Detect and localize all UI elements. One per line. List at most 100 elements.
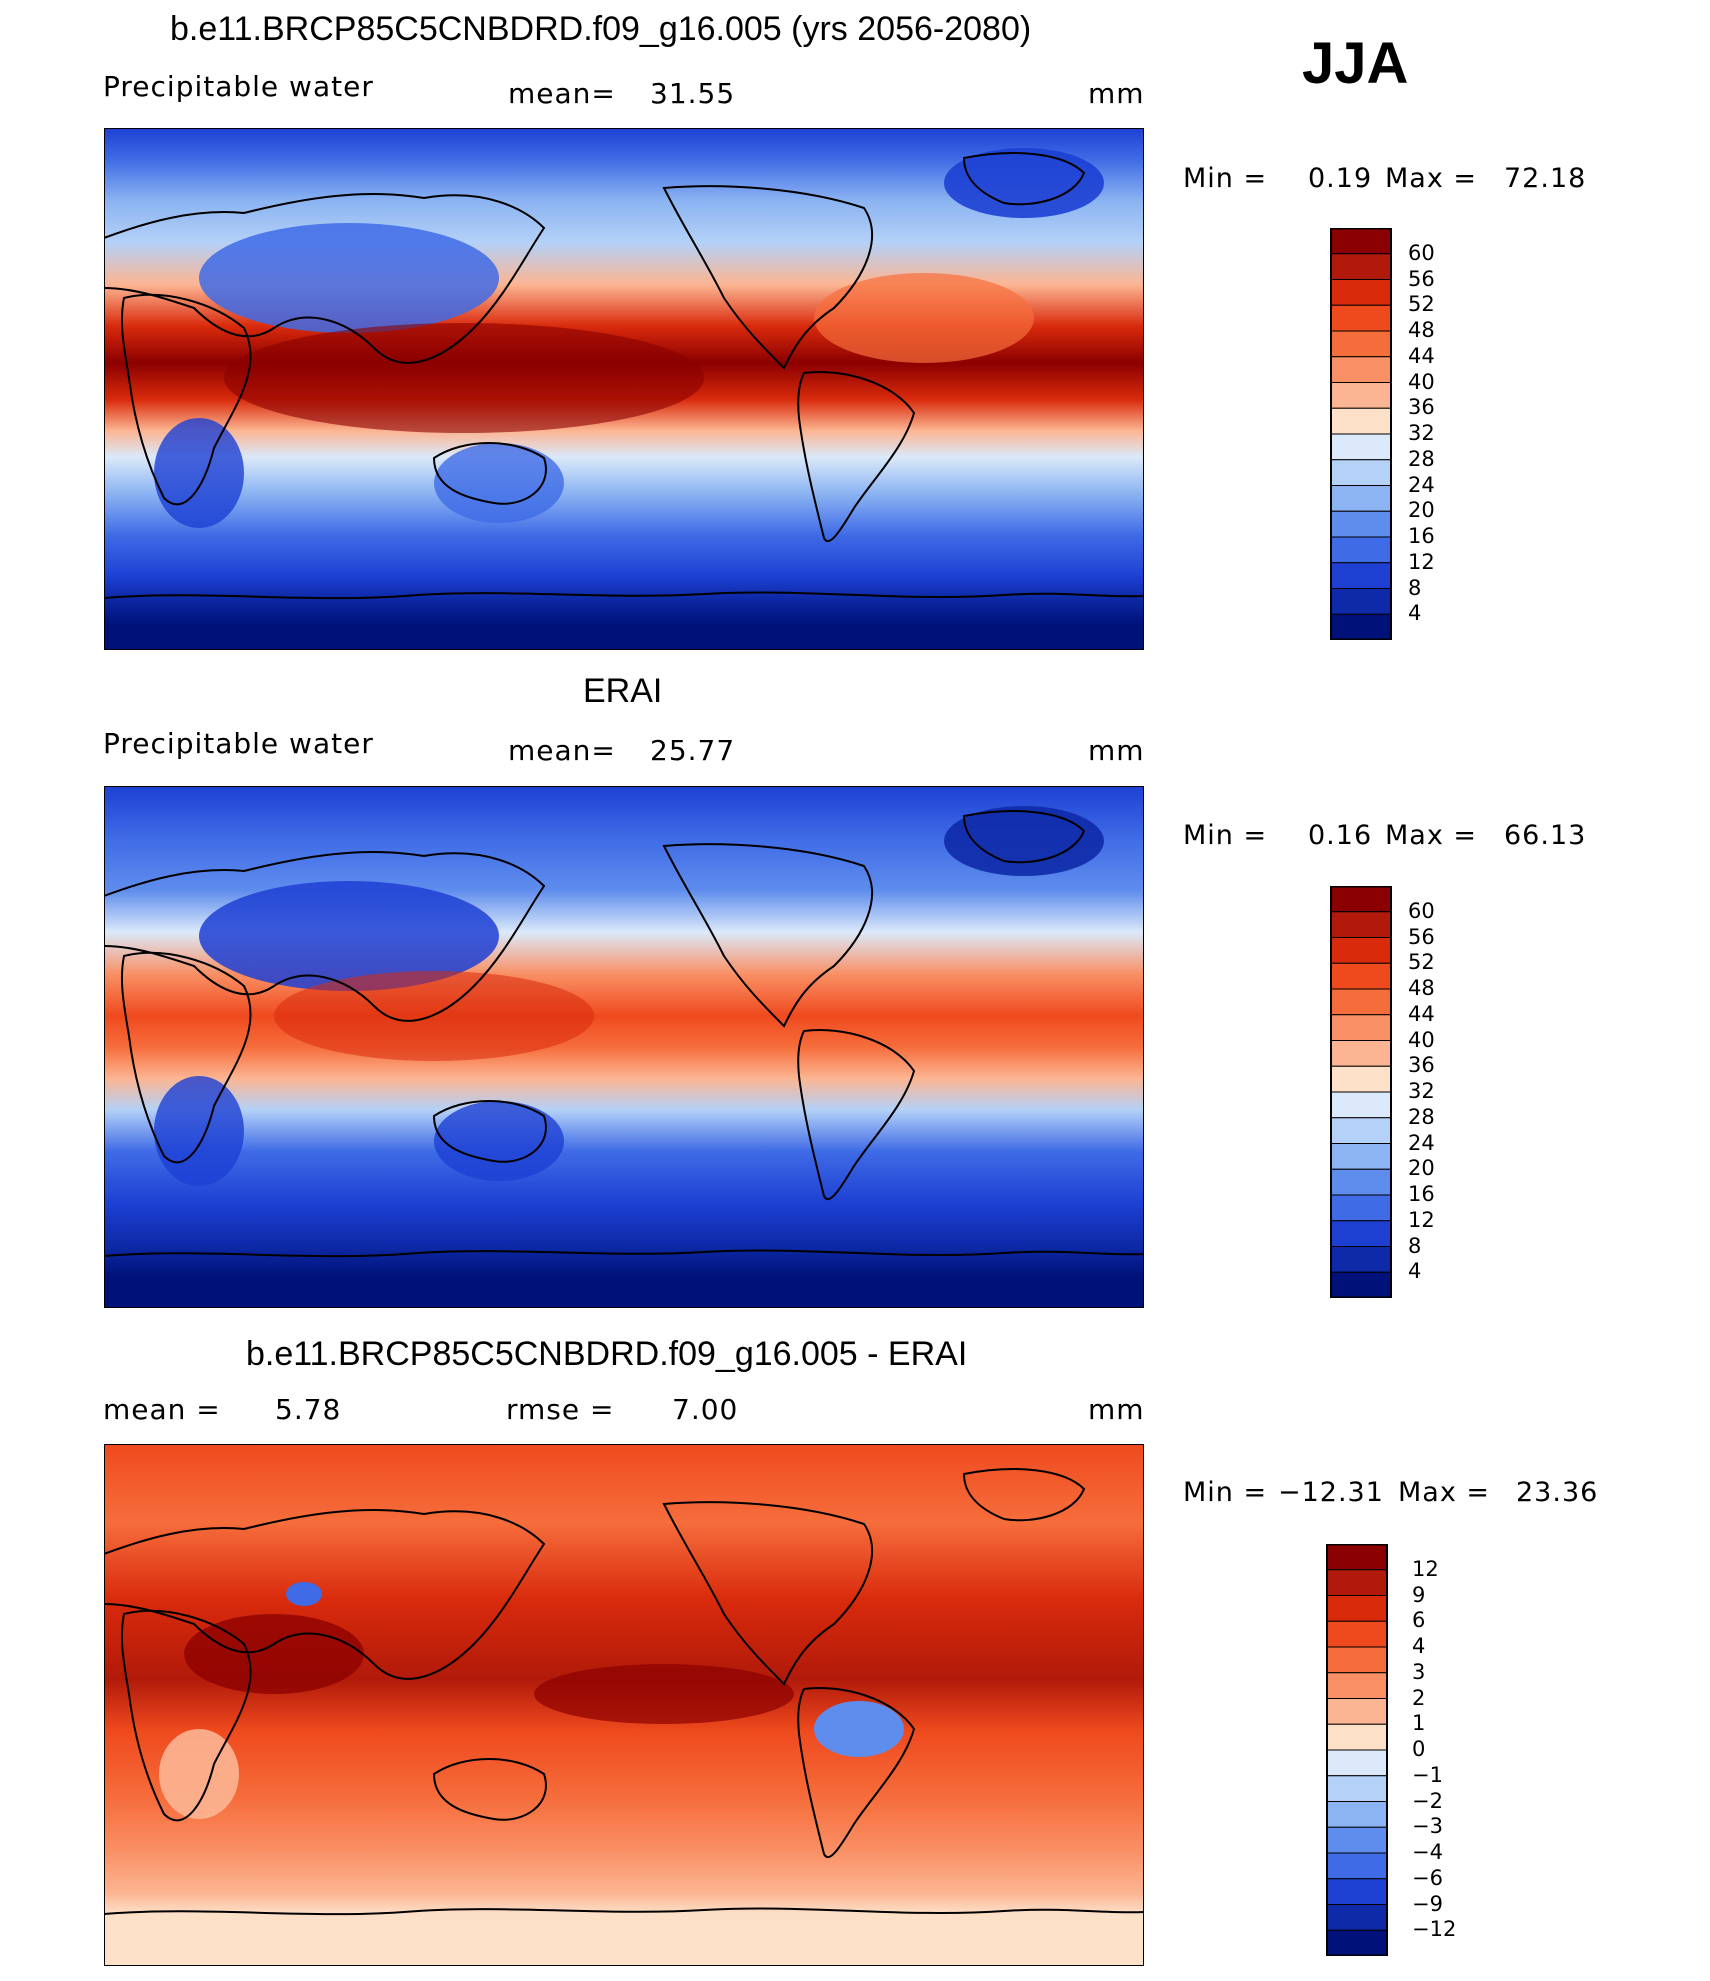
- panel-3-title: b.e11.BRCP85C5CNBDRD.f09_g16.005 - ERAI: [246, 1335, 968, 1373]
- panel-2-max-label: Max =: [1385, 820, 1478, 851]
- colorbar-swatch: [1326, 1620, 1388, 1648]
- colorbar-tick-label: 60: [1408, 898, 1435, 923]
- panel-2-units: mm: [1088, 734, 1145, 767]
- colorbar-swatch: [1330, 937, 1392, 964]
- colorbar-tick-label: 56: [1408, 266, 1435, 291]
- colorbar-swatch: [1330, 536, 1392, 564]
- colorbar-tick-label: 16: [1408, 524, 1435, 548]
- colorbar-tick-label: 12: [1408, 1207, 1435, 1232]
- panel-1-min-label: Min =: [1183, 163, 1268, 194]
- colorbar-swatch: [1330, 1194, 1392, 1222]
- colorbar-tick-label: 36: [1408, 395, 1435, 420]
- panel-1-max-value: 72.18: [1504, 163, 1587, 194]
- panel-2-asia-dry: [199, 881, 499, 991]
- panel-1-colorbar: [1330, 228, 1392, 640]
- colorbar-swatch: [1330, 988, 1392, 1016]
- colorbar-tick-label: 0: [1412, 1737, 1426, 1761]
- colorbar-swatch: [1330, 613, 1392, 640]
- colorbar-tick-label: 8: [1408, 575, 1422, 600]
- colorbar-swatch: [1330, 407, 1392, 435]
- colorbar-tick-label: 20: [1408, 498, 1435, 523]
- panel-3-mean-label: mean =: [103, 1393, 221, 1426]
- panel-3-arabia-max: [184, 1614, 364, 1694]
- colorbar-tick-label: 16: [1408, 1182, 1435, 1206]
- colorbar-tick-label: 8: [1408, 1233, 1422, 1258]
- panel-1-mean-label: mean=: [508, 77, 616, 110]
- colorbar-tick-label: 3: [1412, 1659, 1426, 1684]
- panel-2-southern-africa: [154, 1076, 244, 1186]
- panel-3-min-value: −12.31: [1278, 1477, 1384, 1508]
- colorbar-tick-label: 36: [1408, 1053, 1435, 1078]
- colorbar-tick-label: 40: [1408, 369, 1435, 394]
- panel-3-max-value: 23.36: [1516, 1477, 1599, 1508]
- colorbar-swatch: [1326, 1646, 1388, 1674]
- panel-3-coast-eurasia: [104, 1508, 546, 1680]
- colorbar-swatch: [1330, 1168, 1392, 1196]
- panel-1-units: mm: [1088, 77, 1145, 110]
- colorbar-tick-label: 4: [1412, 1634, 1426, 1658]
- panel-3-rmse-value: 7.00: [672, 1393, 739, 1426]
- colorbar-swatch: [1330, 356, 1392, 383]
- panel-2-coast-africa: [120, 951, 252, 1164]
- colorbar-swatch: [1326, 1929, 1388, 1956]
- panel-1-coast-greenland: [962, 152, 1086, 206]
- colorbar-tick-label: 52: [1408, 950, 1435, 975]
- colorbar-swatch: [1330, 330, 1392, 358]
- panel-2-coast-australia: [432, 1100, 547, 1163]
- colorbar-tick-label: 24: [1408, 1130, 1435, 1155]
- colorbar-tick-label: 24: [1408, 472, 1435, 497]
- colorbar-tick-label: 44: [1408, 1001, 1435, 1026]
- colorbar-swatch: [1330, 562, 1392, 589]
- panel-1-greenland: [944, 148, 1104, 218]
- colorbar-tick-label: −6: [1412, 1865, 1443, 1890]
- colorbar-tick-label: 28: [1408, 1104, 1435, 1129]
- panel-3-units: mm: [1088, 1393, 1145, 1426]
- colorbar-swatch: [1330, 304, 1392, 332]
- colorbar-tick-label: 1: [1412, 1711, 1426, 1736]
- colorbar-swatch: [1326, 1569, 1388, 1596]
- colorbar-tick-label: −3: [1412, 1814, 1443, 1839]
- panel-2-colorbar: [1330, 886, 1392, 1298]
- panel-1-asia-dry: [199, 223, 499, 333]
- colorbar-tick-label: 32: [1408, 421, 1435, 445]
- colorbar-swatch: [1330, 485, 1392, 512]
- colorbar-swatch: [1330, 228, 1392, 255]
- panel-2-coast-samerica: [797, 1029, 916, 1201]
- colorbar-tick-label: −4: [1412, 1840, 1443, 1864]
- panel-3-rmse-label: rmse =: [506, 1393, 615, 1426]
- colorbar-tick-label: −9: [1412, 1891, 1443, 1916]
- panel-3-map: [104, 1444, 1144, 1966]
- colorbar-swatch: [1330, 1014, 1392, 1041]
- colorbar-swatch: [1326, 1698, 1388, 1725]
- panel-1-coast-samerica: [797, 371, 916, 543]
- colorbar-tick-label: 44: [1408, 343, 1435, 368]
- panel-2-australia: [434, 1101, 564, 1181]
- panel-2-mean-value: 25.77: [650, 734, 736, 767]
- colorbar-tick-label: 4: [1408, 1259, 1422, 1284]
- colorbar-swatch: [1330, 1246, 1392, 1273]
- panel-2-coast-namerica: [662, 843, 873, 1028]
- colorbar-swatch: [1330, 279, 1392, 306]
- panel-3-amazon-neg: [814, 1701, 904, 1757]
- colorbar-swatch: [1330, 1117, 1392, 1144]
- panel-2-map: [104, 786, 1144, 1308]
- panel-2-field: [104, 786, 1144, 1308]
- panel-3-coast-antarctica: [104, 1907, 1144, 1916]
- colorbar-swatch: [1326, 1801, 1388, 1828]
- panel-2-min-value: 0.16: [1308, 820, 1373, 851]
- panel-1-title: b.e11.BRCP85C5CNBDRD.f09_g16.005 (yrs 20…: [170, 10, 1032, 48]
- panel-2-coast-greenland: [962, 810, 1086, 864]
- colorbar-swatch: [1330, 1065, 1392, 1093]
- panel-3-coast-greenland: [962, 1468, 1086, 1522]
- colorbar-tick-label: 28: [1408, 446, 1435, 471]
- colorbar-swatch: [1326, 1544, 1388, 1571]
- colorbar-swatch: [1330, 433, 1392, 461]
- panel-1-map: [104, 128, 1144, 650]
- colorbar-swatch: [1330, 1143, 1392, 1170]
- panel-1-atlantic-warm: [814, 273, 1034, 363]
- panel-3-southern-africa: [159, 1729, 239, 1819]
- colorbar-tick-label: 9: [1412, 1582, 1426, 1607]
- colorbar-swatch: [1330, 886, 1392, 913]
- colorbar-tick-label: 48: [1408, 318, 1435, 342]
- colorbar-swatch: [1326, 1672, 1388, 1699]
